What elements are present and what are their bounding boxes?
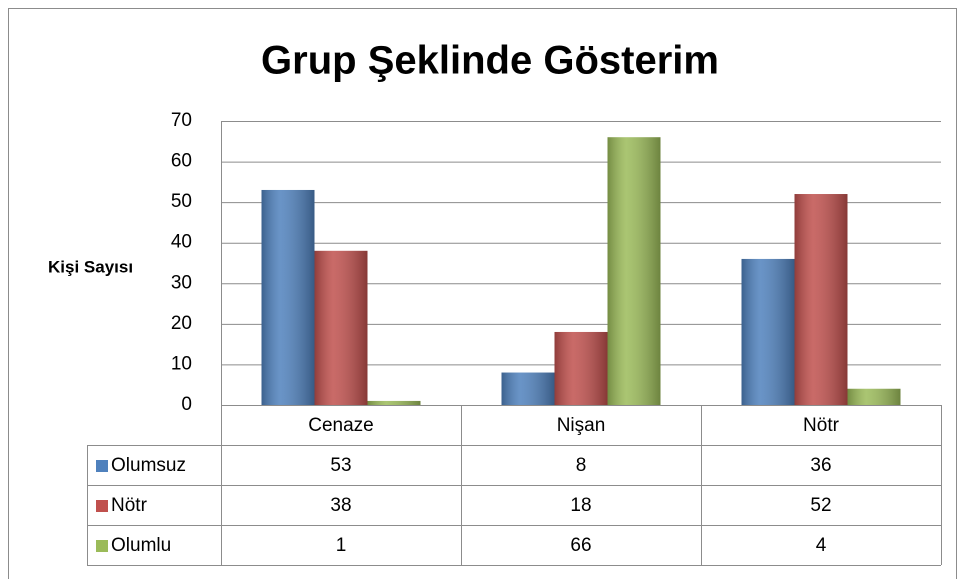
bar-face xyxy=(554,331,608,405)
table-value: 66 xyxy=(570,535,591,556)
bar-face xyxy=(261,189,315,405)
table-value: 36 xyxy=(810,455,831,476)
bar-face xyxy=(847,388,901,405)
y-tick-label: 60 xyxy=(171,151,192,172)
table-value: 4 xyxy=(816,535,827,556)
y-tick-label: 10 xyxy=(171,353,192,374)
legend-swatch xyxy=(96,460,108,472)
bar xyxy=(741,258,795,405)
legend-swatch xyxy=(96,540,108,552)
bar-face xyxy=(794,194,848,405)
legend-label: Olumsuz xyxy=(111,455,186,476)
y-tick-label: 50 xyxy=(171,191,192,212)
bar xyxy=(847,388,901,405)
table-value: 1 xyxy=(336,535,347,556)
table-value: 38 xyxy=(330,495,351,516)
bar xyxy=(261,189,315,405)
y-tick-label: 20 xyxy=(171,313,192,334)
bar-face xyxy=(501,372,555,405)
y-axis-label: Kişi Sayısı xyxy=(48,257,133,276)
bar xyxy=(794,194,848,405)
bar-face xyxy=(314,250,368,405)
bar xyxy=(607,137,661,405)
bar-face xyxy=(741,258,795,405)
x-tick-label: Nişan xyxy=(557,415,606,436)
table-value: 52 xyxy=(810,495,831,516)
table-value: 8 xyxy=(576,455,587,476)
bar-face xyxy=(367,400,421,405)
y-tick-label: 0 xyxy=(181,394,192,415)
bar-face xyxy=(607,137,661,405)
bar xyxy=(554,331,608,405)
x-tick-label: Nötr xyxy=(803,415,840,436)
bar xyxy=(367,400,421,405)
bar xyxy=(314,250,368,405)
table-value: 53 xyxy=(330,455,351,476)
legend-swatch xyxy=(96,500,108,512)
legend-label: Nötr xyxy=(111,495,148,516)
y-tick-label: 30 xyxy=(171,272,192,293)
x-tick-label: Cenaze xyxy=(308,415,374,436)
bar xyxy=(501,372,555,405)
legend-label: Olumlu xyxy=(111,535,171,556)
chart-title: Grup Şeklinde Gösterim xyxy=(261,39,719,83)
table-value: 18 xyxy=(570,495,591,516)
y-tick-label: 40 xyxy=(171,232,192,253)
y-tick-label: 70 xyxy=(171,110,192,131)
